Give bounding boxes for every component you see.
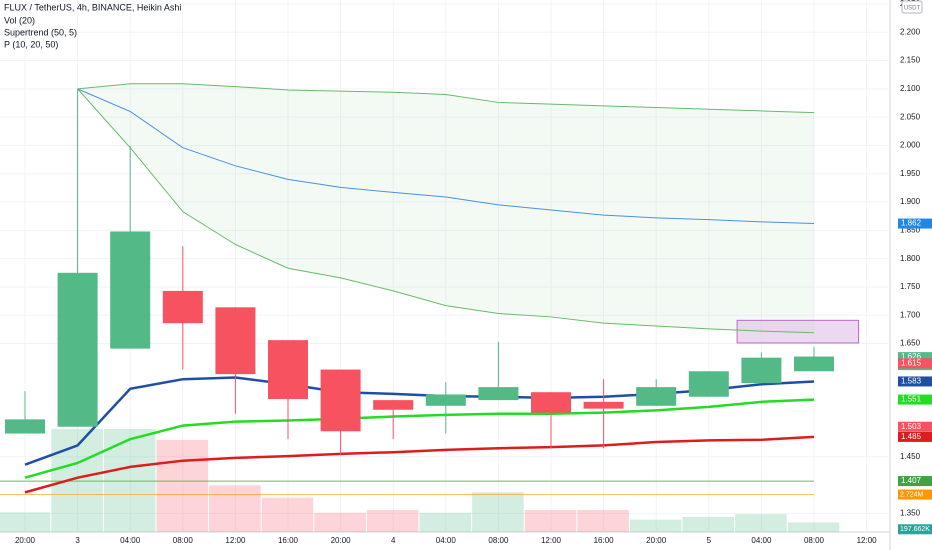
price-label-box <box>898 376 932 387</box>
price-label: 1.615 <box>901 358 922 367</box>
candle-body <box>478 387 519 401</box>
candle-body <box>688 371 729 397</box>
volume-label: 197.662K <box>900 526 930 533</box>
candle-body <box>636 387 677 406</box>
indicator-line <box>77 88 815 334</box>
y-tick-label: 1.750 <box>900 282 921 291</box>
y-tick-label: 1.700 <box>900 310 921 319</box>
candle-body <box>215 307 256 375</box>
indicator-label: Vol (20) <box>4 15 35 25</box>
price-label: 1.626 <box>901 352 922 361</box>
price-label-box <box>898 421 932 432</box>
volume-bar <box>261 497 314 532</box>
x-tick-label: 20:00 <box>15 536 36 545</box>
indicator-line <box>77 83 815 114</box>
x-tick-label: 20:00 <box>646 536 667 545</box>
candle-body <box>57 272 98 427</box>
price-label-box <box>898 358 932 369</box>
x-tick-label: 5 <box>707 536 712 545</box>
y-tick-label: 1.900 <box>900 197 921 206</box>
y-tick-label: 2.050 <box>900 112 921 121</box>
price-label-box <box>898 431 932 442</box>
y-tick-label: 2.000 <box>900 141 921 150</box>
price-label: 1.551 <box>901 395 922 404</box>
volume-bar <box>472 492 524 532</box>
candle-body <box>794 356 834 372</box>
indicator-label: P (10, 20, 50) <box>4 39 58 49</box>
y-tick-label: 1.350 <box>900 508 921 517</box>
x-tick-label: 12:00 <box>857 536 878 545</box>
currency-label: USDT <box>904 6 921 12</box>
candle-body <box>320 369 361 432</box>
x-tick-label: 12:00 <box>541 536 562 545</box>
price-label: 1.862 <box>901 219 922 228</box>
y-tick-label: 1.650 <box>900 339 921 348</box>
x-tick-label: 16:00 <box>594 536 615 545</box>
volume-bar <box>735 514 787 532</box>
x-tick-label: 3 <box>75 536 80 545</box>
x-tick-label: 12:00 <box>225 536 246 545</box>
price-label-box <box>898 394 932 405</box>
price-label-box <box>898 218 932 229</box>
price-label: 1.583 <box>901 377 922 386</box>
indicator-label: Supertrend (50, 5) <box>4 27 77 37</box>
price-label: 1.407 <box>901 476 922 485</box>
volume-bar <box>787 522 840 532</box>
y-tick-label: 2.150 <box>900 56 921 65</box>
volume-bar <box>156 439 209 532</box>
x-tick-label: 08:00 <box>173 536 194 545</box>
volume-bar <box>682 516 735 532</box>
pitchfork-fill <box>77 83 815 333</box>
x-tick-label: 04:00 <box>751 536 772 545</box>
candle-body <box>5 419 45 434</box>
candle-body <box>162 290 203 324</box>
price-axis <box>890 0 932 550</box>
price-label-box <box>898 476 932 487</box>
y-tick-label: 2.200 <box>900 27 921 36</box>
x-tick-label: 04:00 <box>436 536 457 545</box>
volume-label: 2.724M <box>900 491 924 498</box>
candle-body <box>268 340 308 399</box>
volume-bar <box>366 510 419 532</box>
candle-body <box>741 357 782 384</box>
volume-bar <box>314 512 366 532</box>
indicator-line <box>24 376 815 466</box>
currency-badge <box>901 0 923 14</box>
candle-body <box>425 394 466 406</box>
candle-body <box>583 401 624 409</box>
volume-label-box <box>898 489 932 500</box>
y-tick-label: 1.800 <box>900 254 921 263</box>
zone <box>736 319 860 344</box>
indicator-line <box>24 398 815 479</box>
candle-body <box>373 400 414 410</box>
volume-bar <box>577 510 629 532</box>
indicator-line <box>24 435 815 494</box>
volume-bar <box>419 512 472 532</box>
x-tick-label: 16:00 <box>278 536 299 545</box>
volume-bar <box>629 519 682 532</box>
candle-body <box>531 392 571 413</box>
volume-label-box <box>898 524 932 535</box>
chart-title: FLUX / TetherUS, 4h, BINANCE, Heikin Ash… <box>4 2 181 12</box>
indicator-line <box>77 88 815 225</box>
x-tick-label: 4 <box>391 536 396 545</box>
y-tick-label: 1.850 <box>900 225 921 234</box>
volume-bar <box>209 485 261 532</box>
y-tick-label: 1.450 <box>900 452 921 461</box>
x-tick-label: 08:00 <box>804 536 825 545</box>
volume-bar <box>0 512 51 532</box>
y-tick-label: 1.950 <box>900 169 921 178</box>
candle-body <box>110 231 151 349</box>
x-tick-label: 08:00 <box>488 536 509 545</box>
volume-bar <box>103 428 156 532</box>
x-tick-label: 04:00 <box>120 536 141 545</box>
price-label: 1.503 <box>901 422 922 431</box>
volume-bar <box>524 510 577 532</box>
x-tick-label: 20:00 <box>331 536 352 545</box>
price-label: 1.485 <box>901 432 922 441</box>
y-tick-label: 2.100 <box>900 84 921 93</box>
